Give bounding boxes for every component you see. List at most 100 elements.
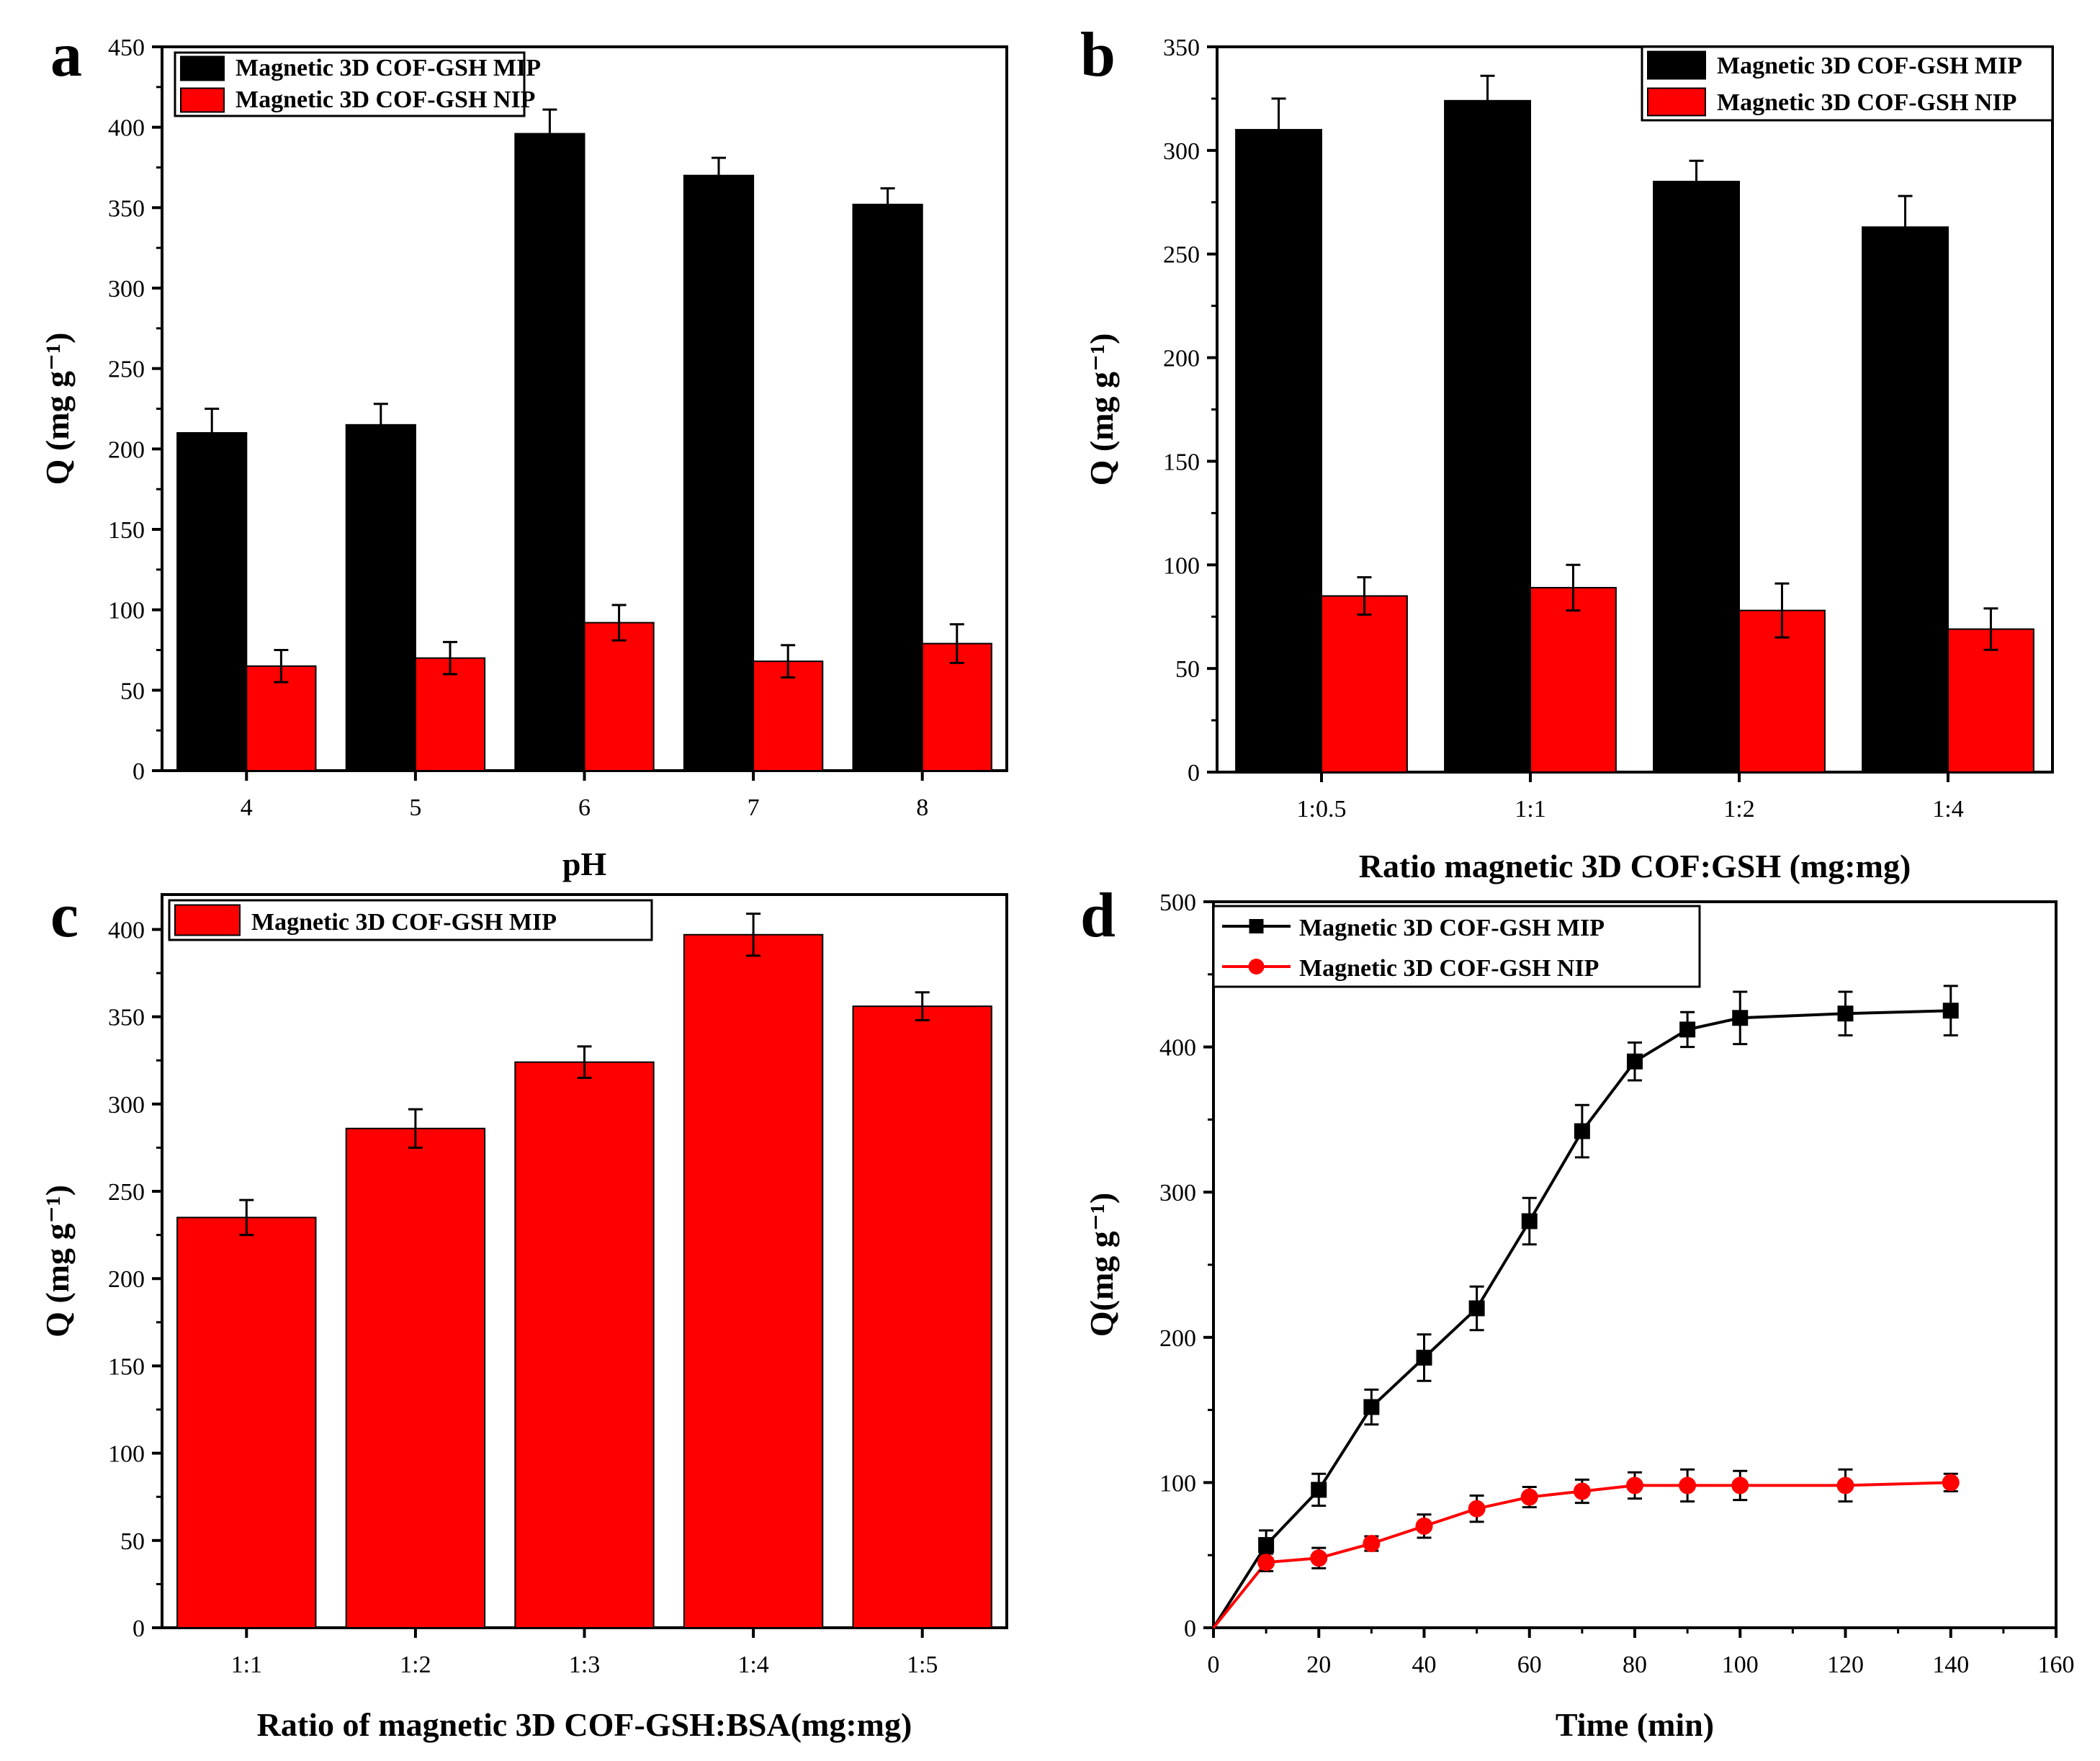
chart-panel-a: 4 5 6 7 8 0 50 100 150 200 250 300 350 400 450 Q (mg g⁻…	[39, 20, 1008, 882]
bar-mip	[1444, 99, 1531, 773]
data-point-mip	[1258, 1537, 1275, 1554]
y-tick-label: 50	[120, 678, 145, 704]
data-point-nip	[1731, 1477, 1749, 1495]
x-axis-label: Time (min)	[1556, 1706, 1714, 1743]
y-tick-label: 300	[108, 1092, 145, 1119]
y-tick-label: 0	[133, 758, 145, 785]
y-tick-label: 100	[1159, 1470, 1196, 1497]
bar-nip	[1947, 628, 2034, 774]
x-axis-label: pH	[562, 846, 607, 882]
y-tick-label: 50	[1175, 656, 1200, 683]
data-point-mip	[1574, 1123, 1590, 1139]
y-tick-label: 300	[1159, 1180, 1196, 1206]
y-tick-label: 250	[1163, 242, 1200, 269]
x-tick-label: 8	[916, 794, 928, 821]
data-point-mip	[1837, 1005, 1854, 1022]
y-axis-label: Q (mg g⁻¹)	[1083, 333, 1120, 486]
x-tick-label: 1:4	[737, 1652, 768, 1678]
legend-label: Magnetic 3D COF-GSH NIP	[1299, 955, 1599, 982]
y-tick-label: 0	[1184, 1616, 1196, 1642]
data-point-nip	[1836, 1477, 1854, 1495]
x-tick-label: 1:2	[1723, 796, 1754, 823]
x-tick-label: 140	[1932, 1652, 1969, 1678]
y-tick-label: 250	[108, 357, 145, 383]
legend-swatch	[174, 904, 241, 936]
data-point-nip	[1310, 1549, 1328, 1567]
y-tick-label: 350	[108, 195, 145, 222]
chart-panel-c: 1:1 1:2 1:3 1:4 1:5 0 50 100 150 200 250 300 350 400 Q…	[39, 881, 1008, 1743]
data-point-nip	[1363, 1535, 1381, 1553]
chart-panel-d: 0 20 40 60 80 100 120 140 160 0 100 200 300 400 500 Q(m…	[1080, 881, 2075, 1743]
x-tick-label: 80	[1623, 1652, 1647, 1678]
y-tick-label: 350	[1163, 35, 1200, 61]
y-tick-label: 350	[108, 1005, 145, 1031]
x-tick-label: 120	[1827, 1652, 1864, 1678]
x-tick-label: 0	[1208, 1652, 1220, 1678]
bar-nip	[246, 665, 317, 771]
legend-label: Magnetic 3D COF-GSH NIP	[1717, 89, 2016, 116]
chart-panel-b: 1:0.5 1:1 1:2 1:4 0 50 100 150 200 250 300 350 Q (mg…	[1080, 20, 2054, 884]
bar-mip	[176, 1216, 317, 1628]
x-tick-label: 160	[2038, 1652, 2075, 1678]
x-tick-label: 1:5	[907, 1652, 938, 1678]
x-tick-label: 1:2	[400, 1652, 431, 1678]
bar-mip	[176, 432, 248, 771]
legend-box	[1212, 905, 1701, 988]
bar-mip	[852, 1005, 992, 1628]
y-axis-label: Q(mg g⁻¹)	[1083, 1193, 1120, 1337]
data-point-mip	[1627, 1053, 1643, 1070]
y-tick-label: 100	[1163, 552, 1200, 579]
x-axis-label: Ratio magnetic 3D COF:GSH (mg:mg)	[1359, 848, 1911, 884]
y-tick-label: 400	[108, 115, 145, 142]
y-tick-label: 400	[1159, 1035, 1196, 1062]
data-point-nip	[1257, 1554, 1275, 1572]
y-tick-label: 150	[1163, 449, 1200, 475]
bar-nip	[414, 657, 486, 772]
y-tick-label: 400	[108, 917, 145, 944]
data-point-mip	[1942, 1003, 1959, 1019]
panel-label: d	[1080, 881, 1116, 951]
y-tick-label: 500	[1159, 890, 1196, 916]
y-tick-label: 150	[108, 1353, 145, 1380]
legend-label: Magnetic 3D COF-GSH NIP	[235, 86, 535, 113]
data-point-mip	[1679, 1021, 1696, 1038]
y-tick-label: 250	[108, 1179, 145, 1206]
data-point-nip	[1468, 1500, 1486, 1518]
x-tick-label: 40	[1412, 1652, 1437, 1678]
x-tick-label: 1:1	[231, 1652, 262, 1678]
bar-mip	[683, 174, 755, 771]
series-line-mip	[1212, 1009, 1951, 1629]
y-tick-label: 450	[108, 35, 145, 61]
data-point-mip	[1416, 1350, 1432, 1366]
x-tick-label: 1:4	[1932, 796, 1963, 823]
bar-mip	[683, 933, 824, 1628]
y-axis-label: Q (mg g⁻¹)	[39, 333, 76, 485]
x-tick-label: 1:1	[1515, 796, 1545, 823]
bar-mip	[852, 203, 923, 772]
bar-nip	[1530, 586, 1617, 773]
bar-mip	[514, 1061, 655, 1628]
bar-mip	[345, 1127, 486, 1629]
x-tick-label: 60	[1517, 1652, 1542, 1678]
x-tick-label: 1:0.5	[1297, 796, 1347, 823]
data-point-mip	[1732, 1010, 1749, 1026]
legend-swatch	[1647, 87, 1706, 117]
y-tick-label: 300	[1163, 138, 1200, 165]
legend-box	[1641, 45, 2054, 122]
y-tick-label: 50	[120, 1528, 145, 1555]
legend-label: Magnetic 3D COF-GSH MIP	[251, 909, 557, 936]
y-tick-label: 200	[108, 436, 145, 463]
y-tick-label: 200	[1163, 346, 1200, 372]
bar-nip	[583, 622, 655, 771]
x-tick-label: 1:3	[569, 1652, 600, 1678]
bar-nip	[1321, 595, 1408, 774]
y-tick-label: 100	[108, 1441, 145, 1468]
y-tick-label: 0	[133, 1616, 145, 1642]
data-point-nip	[1942, 1474, 1960, 1492]
data-point-nip	[1415, 1517, 1433, 1535]
x-tick-label: 4	[241, 794, 253, 821]
legend-swatch	[180, 55, 225, 81]
legend-label: Magnetic 3D COF-GSH MIP	[235, 55, 541, 81]
x-axis-label: Ratio of magnetic 3D COF-GSH:BSA(mg:mg)	[257, 1706, 912, 1743]
